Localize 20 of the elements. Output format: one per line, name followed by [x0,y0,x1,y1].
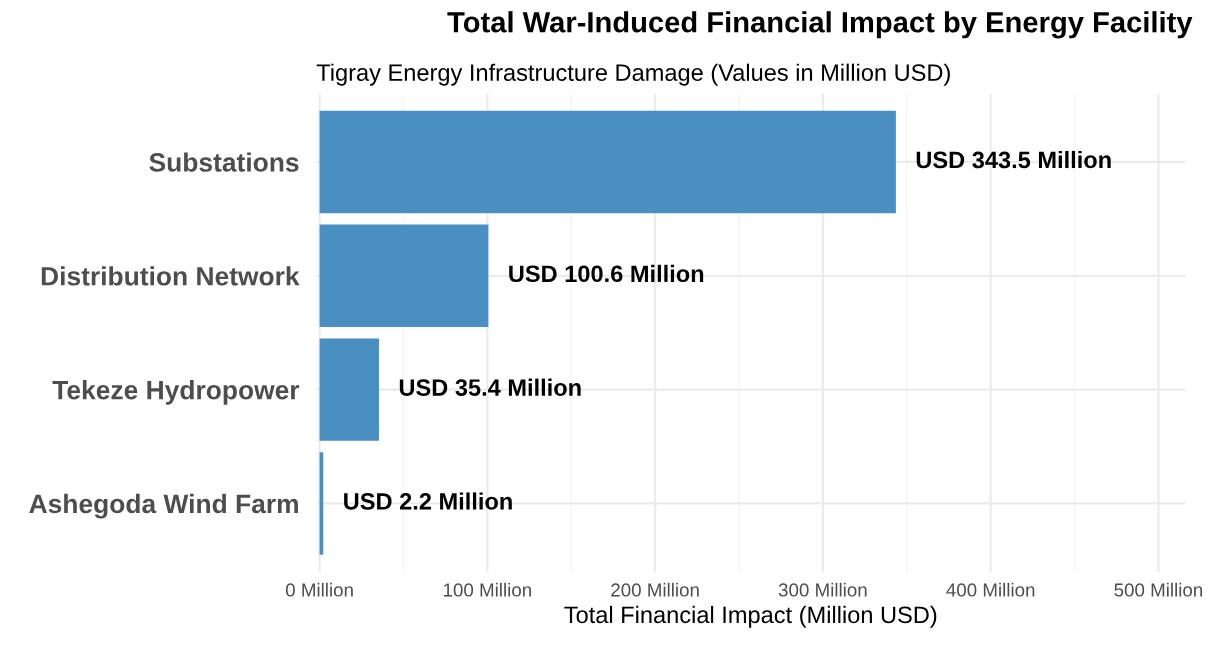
x-tick-label: 200 Million [611,582,699,597]
y-tick-label: Substations [149,152,299,172]
bar [319,224,489,327]
data-label: USD 2.2 Million [344,492,512,510]
x-tick-label: 0 Million [285,582,353,597]
y-tick-label: Distribution Network [41,266,300,286]
chart-subtitle: Tigray Energy Infrastructure Damage (Values in Million USD) [316,63,950,86]
x-tick-label: 400 Million [946,582,1035,597]
bar [319,338,379,441]
x-tick-label: 500 Million [1114,582,1203,597]
y-tick-label: Ashegoda Wind Farm [29,493,298,519]
data-label: USD 100.6 Million [509,264,704,283]
x-tick-label: 300 Million [778,582,867,597]
y-tick-label: Tekeze Hydropower [52,380,300,405]
data-label: USD 35.4 Million [399,378,581,396]
chart-title: Total War-Induced Financial Impact by Energy Facility [447,11,1193,39]
x-tick-label: 100 Million [443,582,531,597]
data-label: USD 343.5 Million [916,150,1111,169]
bar [319,110,896,214]
x-axis-title: Total Financial Impact (Million USD) [564,605,937,628]
